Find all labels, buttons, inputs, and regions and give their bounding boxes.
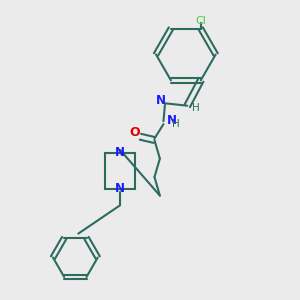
- Text: N: N: [156, 94, 166, 107]
- Text: O: O: [130, 126, 140, 139]
- Text: H: H: [172, 119, 179, 129]
- Text: N: N: [167, 114, 176, 127]
- Text: N: N: [115, 146, 125, 160]
- Text: H: H: [192, 103, 200, 113]
- Text: N: N: [115, 182, 125, 195]
- Text: Cl: Cl: [195, 16, 206, 26]
